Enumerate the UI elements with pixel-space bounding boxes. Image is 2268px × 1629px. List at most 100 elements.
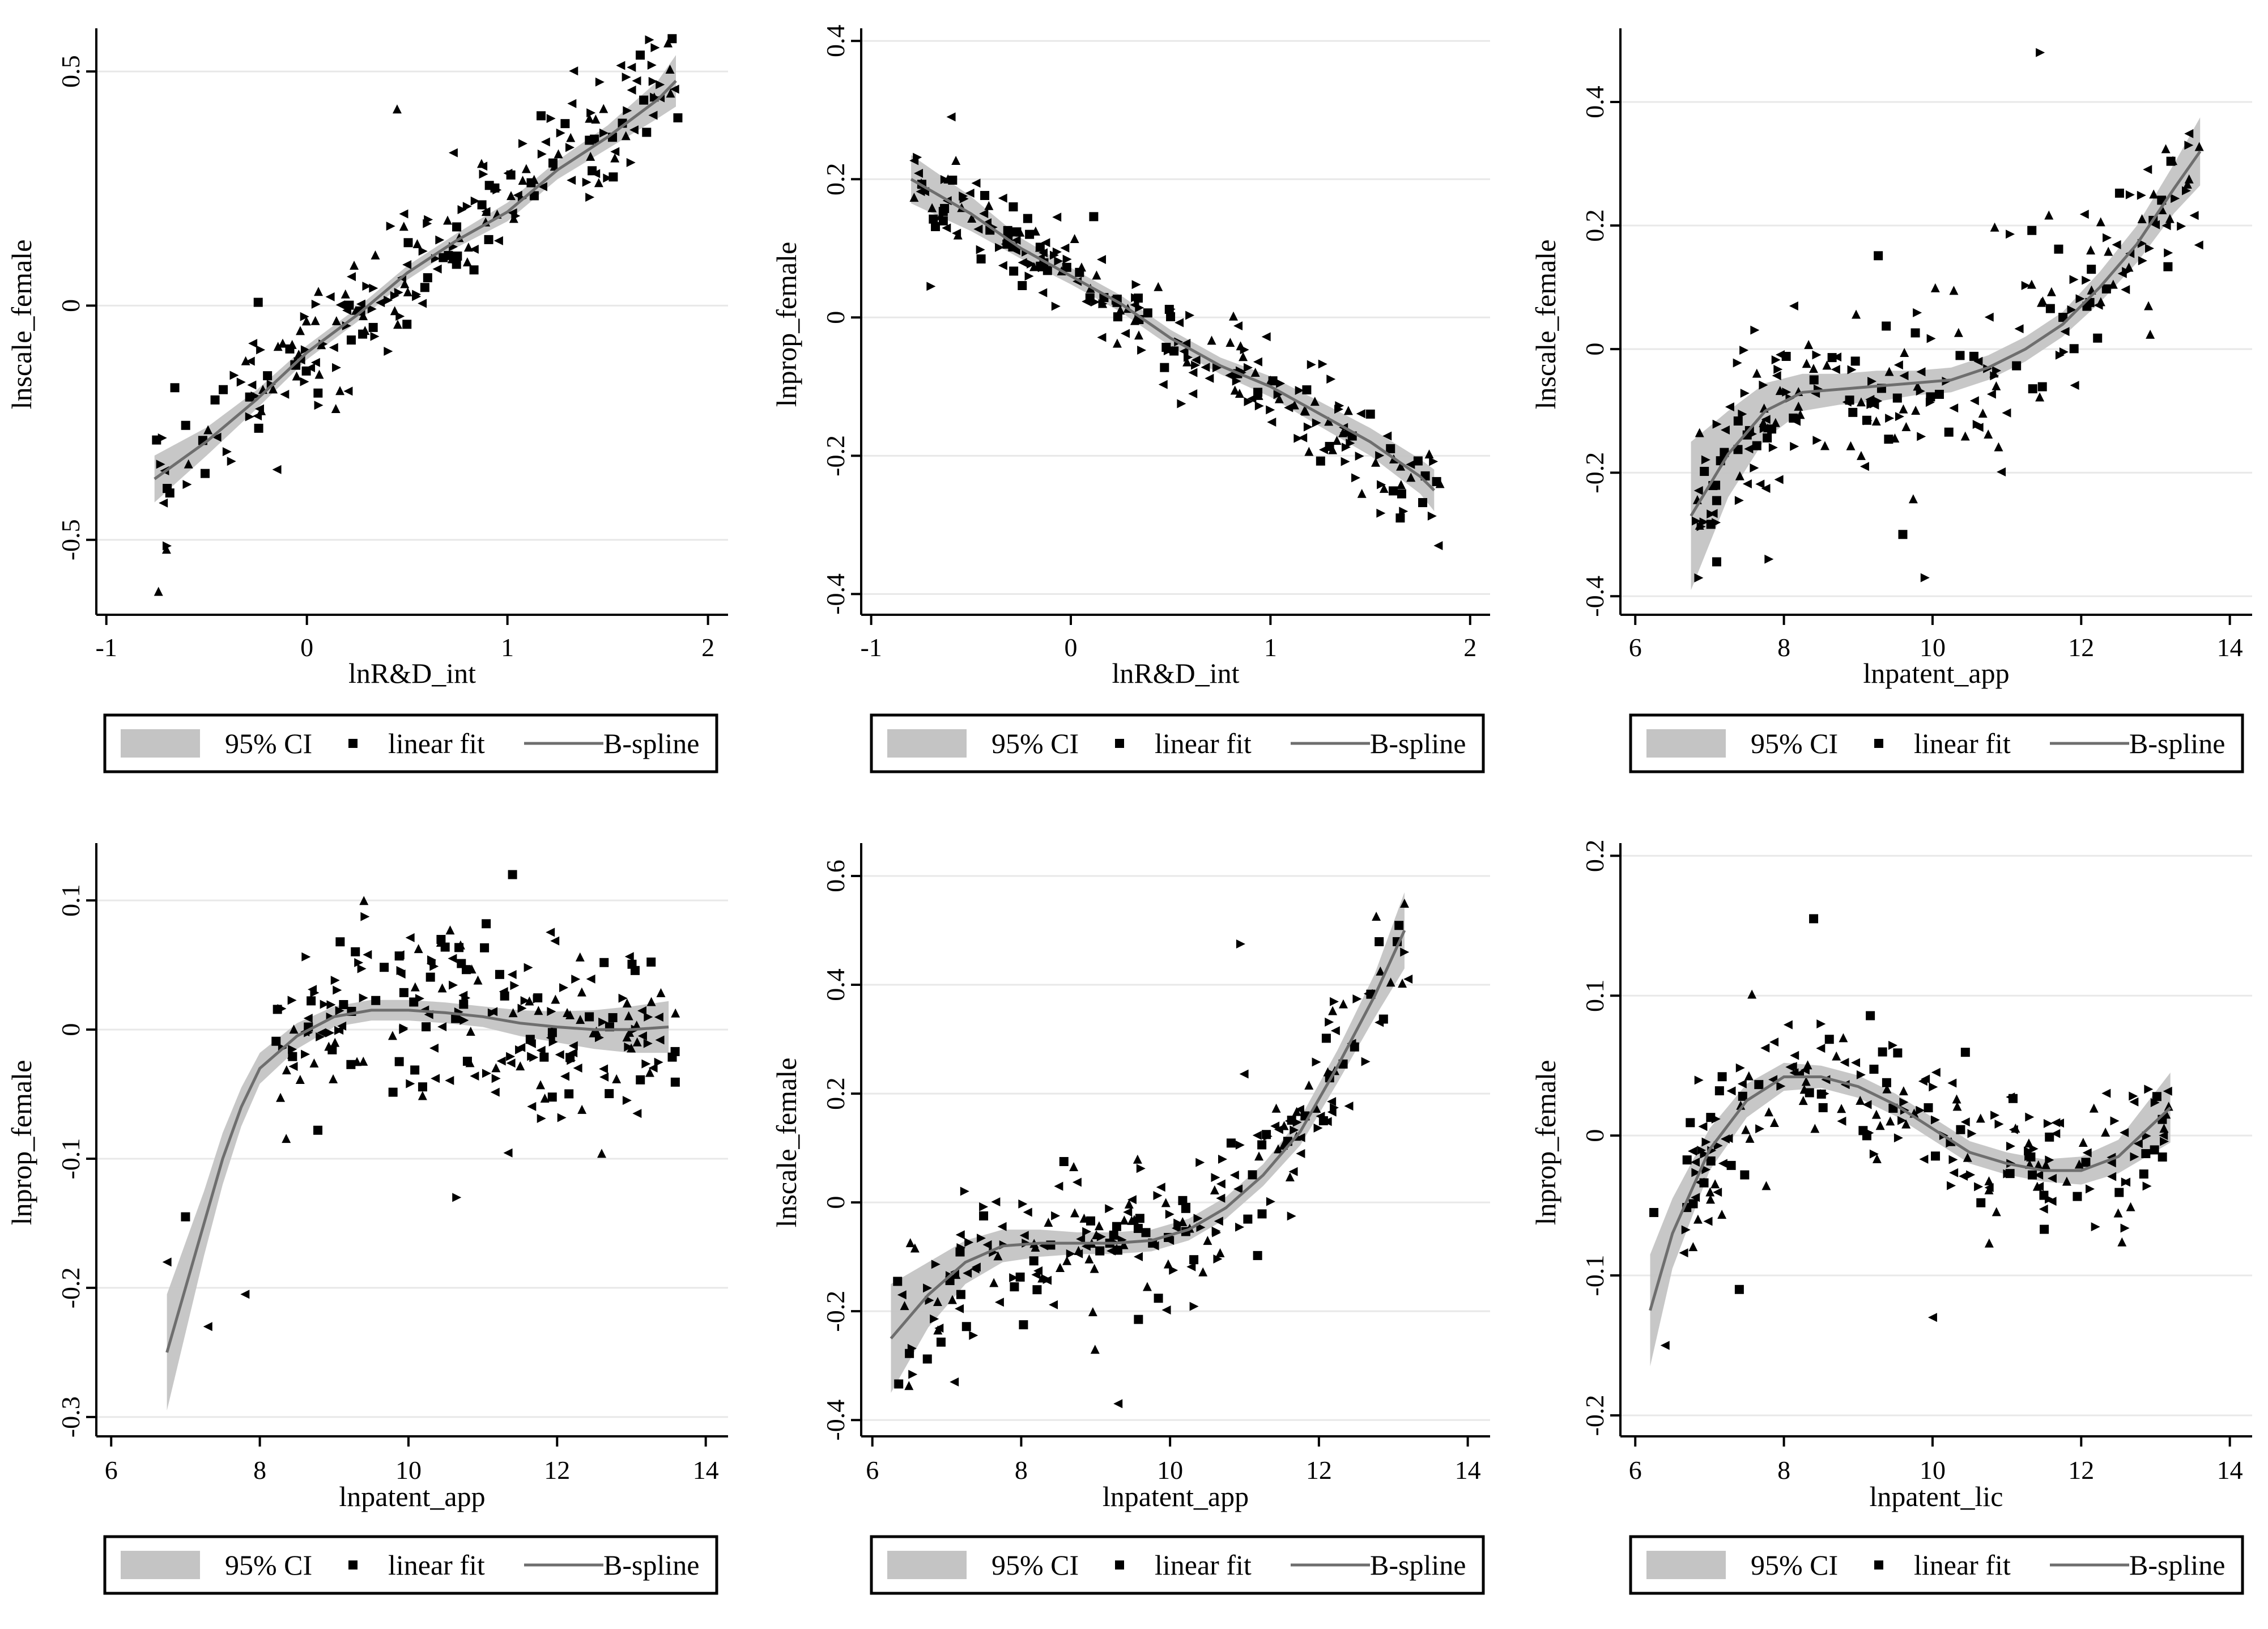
- x-tick-label: 8: [1777, 1456, 1790, 1485]
- data-point: [1303, 422, 1313, 432]
- data-point: [1181, 1202, 1191, 1212]
- x-tick-label: 1: [1264, 633, 1277, 662]
- x-tick-label: 6: [866, 1456, 879, 1485]
- data-point: [493, 236, 503, 245]
- data-point: [1759, 380, 1768, 390]
- data-point: [1973, 356, 1983, 366]
- data-point: [451, 1014, 461, 1023]
- data-point: [300, 377, 309, 386]
- data-point: [1899, 404, 1908, 414]
- data-point: [2028, 384, 2037, 394]
- data-point: [1365, 409, 1375, 419]
- data-point: [368, 322, 378, 332]
- data-point: [1035, 243, 1045, 252]
- data-point: [2012, 361, 2022, 371]
- data-point: [1285, 1172, 1295, 1182]
- data-point: [1109, 1230, 1118, 1240]
- data-point: [1084, 1254, 1094, 1264]
- data-point: [386, 222, 395, 231]
- data-point: [930, 1314, 939, 1324]
- data-point: [418, 1091, 427, 1100]
- data-point: [1073, 277, 1082, 286]
- data-point: [1042, 266, 1052, 275]
- data-point: [1399, 899, 1409, 908]
- data-point: [2152, 1092, 2161, 1101]
- data-point: [2041, 1160, 2050, 1169]
- data-point: [2024, 1146, 2033, 1156]
- data-point: [1994, 442, 2003, 452]
- data-point: [1225, 371, 1235, 380]
- data-point: [2051, 1129, 2061, 1138]
- data-point: [1257, 1140, 1267, 1150]
- data-point: [1056, 1262, 1065, 1272]
- data-point: [161, 545, 171, 554]
- data-point: [2036, 48, 2045, 57]
- data-point: [1688, 1146, 1697, 1156]
- data-point: [1872, 1154, 1882, 1163]
- data-point: [2130, 1152, 2139, 1162]
- data-point: [993, 1251, 1003, 1261]
- x-tick-label: 14: [2217, 1456, 2243, 1485]
- data-point: [609, 172, 618, 182]
- data-point: [1910, 328, 1920, 338]
- data-point: [1911, 405, 1921, 415]
- data-point: [2184, 141, 2194, 150]
- x-tick-label: 10: [395, 1456, 422, 1485]
- data-point: [1884, 435, 1893, 444]
- data-point: [956, 1243, 966, 1252]
- data-point: [1328, 1006, 1338, 1015]
- y-tick-label: 0.4: [1580, 86, 1609, 118]
- data-point: [1347, 1039, 1356, 1048]
- data-point: [656, 988, 666, 997]
- data-point: [1054, 256, 1063, 266]
- data-point: [295, 326, 305, 335]
- data-point: [2144, 1084, 2154, 1094]
- data-point: [1266, 1197, 1275, 1206]
- legend-swatch-linear-fit: [348, 739, 358, 748]
- data-point: [979, 1202, 989, 1211]
- data-point: [1300, 406, 1309, 415]
- data-point: [2161, 144, 2171, 154]
- data-point: [1326, 375, 1336, 384]
- data-point: [1901, 422, 1911, 431]
- data-point: [1418, 498, 1428, 508]
- data-point: [529, 191, 539, 201]
- data-point: [1913, 308, 1922, 317]
- data-point: [1356, 409, 1365, 419]
- data-point: [2093, 333, 2103, 343]
- data-point: [1105, 1204, 1114, 1214]
- data-point: [626, 158, 636, 167]
- data-point: [388, 1031, 397, 1040]
- data-point: [287, 1049, 296, 1059]
- data-point: [1918, 1077, 1927, 1086]
- data-point: [960, 1186, 969, 1196]
- data-point: [1041, 238, 1050, 248]
- data-point: [1074, 1249, 1083, 1258]
- data-point: [2021, 280, 2031, 290]
- data-point: [1266, 375, 1275, 385]
- data-point: [184, 459, 193, 469]
- data-point: [1986, 389, 1996, 399]
- y-tick-label: 0.4: [821, 24, 850, 57]
- data-point: [1163, 1259, 1173, 1269]
- data-point: [245, 356, 255, 366]
- y-tick-label: -0.2: [1580, 452, 1609, 494]
- data-point: [1312, 1057, 1321, 1067]
- data-point: [1243, 1214, 1253, 1224]
- data-point: [429, 1043, 439, 1053]
- data-point: [927, 203, 937, 212]
- data-point: [547, 1007, 556, 1016]
- data-point: [1230, 385, 1240, 395]
- y-axis-label: lnprop_female: [771, 242, 802, 407]
- data-point: [2165, 214, 2175, 223]
- data-point: [547, 1026, 557, 1035]
- data-point: [1774, 475, 1784, 484]
- data-point: [1293, 433, 1303, 443]
- data-point: [1750, 463, 1759, 473]
- data-point: [1967, 1129, 1977, 1138]
- data-point: [520, 996, 530, 1005]
- data-point: [622, 998, 632, 1008]
- data-point: [529, 175, 539, 184]
- data-point: [1701, 1165, 1711, 1175]
- data-point: [1706, 1156, 1716, 1166]
